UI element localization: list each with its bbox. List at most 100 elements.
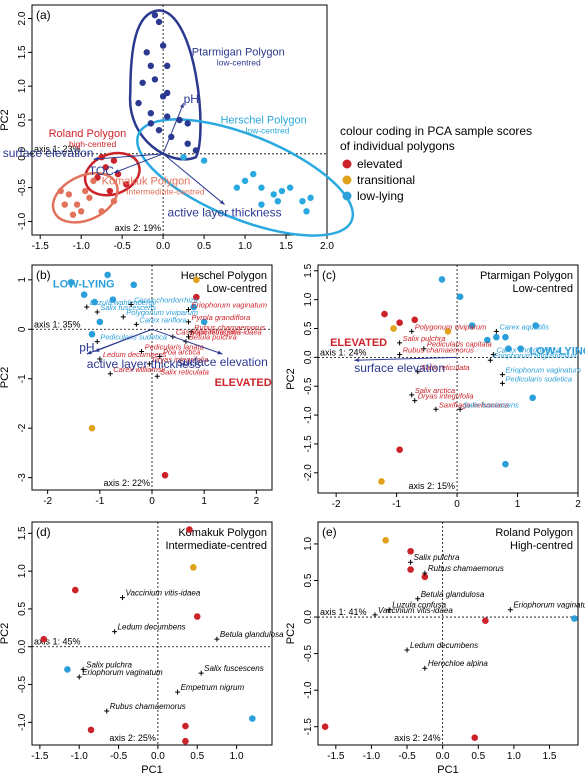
y-tick-label: -2 <box>17 423 28 432</box>
x-tick-label: 2.0 <box>320 241 334 252</box>
env-vector-arrowhead <box>86 350 92 355</box>
env-vector-label-surface-elevation: surface elevation <box>177 355 268 369</box>
sample-point-elevated <box>471 734 479 741</box>
y-tick-label: -0.5 <box>303 645 314 663</box>
sample-point <box>164 89 171 97</box>
sample-point <box>143 49 150 56</box>
y-axis-title: PC2 <box>0 109 11 130</box>
panel-label: (e) <box>322 525 337 539</box>
sample-point-transitional <box>88 424 96 432</box>
axis2-variance-label: axis 2: 22% <box>103 478 150 488</box>
x-tick-label: -0.5 <box>114 241 132 252</box>
x-tick-label: 0.0 <box>436 751 450 762</box>
x-tick-label: 0 <box>454 499 460 510</box>
axis1-label-bg <box>33 143 81 153</box>
panel-b-herschel-plot: -2 -1 0 1 2 -3 -2 -1 0 1 axis 1: 35% axis 2: 22% PC2… <box>0 264 273 507</box>
x-tick-label: 1 <box>201 496 207 507</box>
y-tick-label: 0.5 <box>17 602 28 616</box>
x-tick-label: 0.5 <box>471 751 485 762</box>
sample-point <box>192 147 200 154</box>
sample-point-low-lying <box>493 333 500 341</box>
y-tick-label: 1.0 <box>303 292 314 306</box>
species-label: Ledum decumbens <box>103 350 167 359</box>
x-tick-label: 0.0 <box>156 241 170 252</box>
species-label: Vaccinium vitis-idaea <box>125 589 200 598</box>
species-label: Salix reticulata <box>160 367 209 376</box>
y-tick-label: 1 <box>17 277 28 283</box>
legend-swatch-elevated <box>342 159 352 169</box>
species-marker <box>186 307 192 313</box>
plot-frame <box>31 521 273 746</box>
env-vector-label-active-layer: active layer thickness <box>168 206 282 220</box>
sample-point-elevated <box>396 319 403 327</box>
species-marker <box>198 670 204 676</box>
y-tick-label: -1.0 <box>303 406 314 424</box>
env-vector-arrow <box>162 153 225 205</box>
sample-point <box>110 197 118 205</box>
y-tick-label: -1.5 <box>303 718 314 736</box>
species-label: Pedicularis lanata <box>145 343 204 352</box>
y-tick-label: 2.0 <box>17 11 28 25</box>
sample-point-elevated <box>396 446 403 454</box>
panel-label: (a) <box>36 8 51 22</box>
sample-point <box>82 187 89 195</box>
sample-point <box>102 164 109 171</box>
species-label: Eriophorum vaginatum <box>505 366 580 375</box>
y-tick-label: -1.0 <box>17 713 28 731</box>
sample-point-low-lying <box>130 281 138 289</box>
species-marker <box>422 570 428 576</box>
sample-point-low-lying <box>96 318 104 326</box>
species-label: Pyrola grandiflora <box>192 313 251 322</box>
polygon-type-label: intermediate-centred <box>127 186 205 196</box>
polygon-name-label: Roland Polygon <box>49 128 127 140</box>
species-marker <box>412 398 418 404</box>
env-vector-arrowhead <box>180 103 184 109</box>
legend-item-label: elevated <box>357 157 402 171</box>
komakuk-hull <box>51 171 119 224</box>
env-vector-label-toc: TOC <box>89 164 114 178</box>
species-marker <box>139 349 145 355</box>
sample-point-elevated <box>407 566 414 573</box>
x-axis-title: PC1 <box>141 764 162 776</box>
species-label: Dryas integrifolia <box>418 392 474 401</box>
species-label: Betula glandulosa <box>220 630 284 639</box>
sample-point-low-lying <box>80 291 88 298</box>
species-label: Rubus chamaemorus <box>428 564 504 573</box>
sample-point <box>98 154 105 161</box>
species-label: Polygonum viviparum <box>126 308 198 317</box>
env-vector-label-surface-elevation: surface elevation <box>3 146 94 160</box>
species-label: Salix fuscescens <box>100 303 156 312</box>
species-label: Salix pulchra <box>414 553 460 562</box>
sample-point <box>106 187 114 195</box>
species-marker <box>499 372 505 378</box>
species-marker <box>154 373 160 379</box>
species-marker <box>120 314 126 320</box>
species-label: Carex aquatilis <box>499 322 549 331</box>
species-marker <box>493 328 499 334</box>
sample-point <box>303 208 310 215</box>
sample-point <box>90 177 97 185</box>
sample-point-elevated <box>71 586 79 594</box>
sample-point <box>69 211 77 218</box>
sample-point <box>147 120 155 127</box>
species-label: Luzula confusa <box>392 601 446 610</box>
panel-e-roland-plot: -1.5 -1.0 -0.5 0.0 0.5 1.0 1.5 -1.5 -1.0 -0.5 0.0 0… <box>285 521 585 776</box>
y-tick-label: 0.5 <box>303 321 314 335</box>
species-marker <box>397 340 403 346</box>
species-marker <box>422 665 428 671</box>
species-label: Vaccinium vitis-idaea <box>378 606 453 615</box>
species-marker <box>490 351 496 357</box>
sample-point-low-lying <box>438 276 446 283</box>
species-label: Ledum decumbens <box>410 641 478 650</box>
x-tick-label: 1.0 <box>507 751 521 762</box>
polygon-type-label: high-centred <box>69 139 117 149</box>
y-axis-title: PC2 <box>0 623 11 644</box>
env-vector-arrow <box>354 356 458 361</box>
panel-title: Roland Polygon <box>495 527 573 539</box>
x-tick-label: 0 <box>149 496 155 507</box>
y-tick-label: -1.0 <box>303 681 314 699</box>
sample-point <box>307 194 314 201</box>
sample-point-transitional <box>193 276 200 284</box>
species-label: Carex chordorrhiza <box>134 296 198 305</box>
sample-point <box>155 18 163 26</box>
